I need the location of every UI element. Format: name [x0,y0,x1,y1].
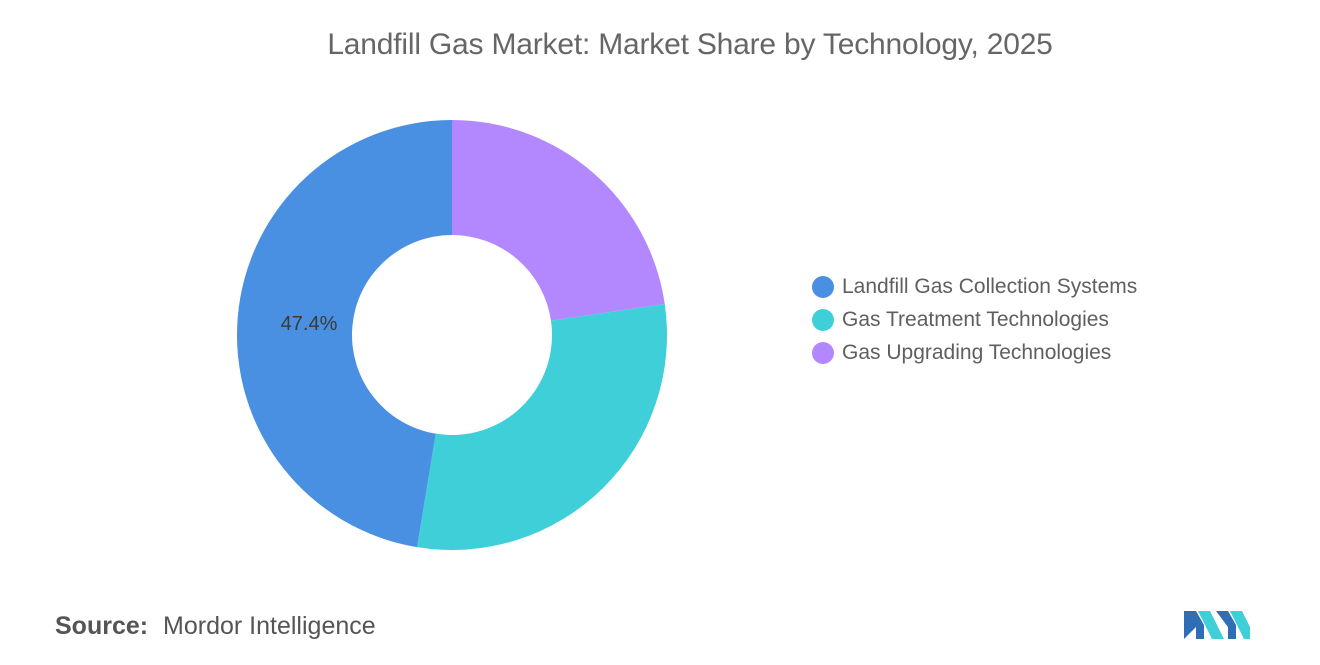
donut-slice [417,304,667,550]
donut-slices [237,120,667,550]
mordor-intelligence-logo-icon [1184,611,1250,639]
legend-swatch [812,341,834,364]
chart-legend: Landfill Gas Collection Systems Gas Trea… [812,270,1137,369]
legend-label: Gas Treatment Technologies [842,307,1109,331]
slice-labels: 47.4% [281,313,338,335]
donut-slice [237,120,452,548]
donut-slice [452,120,665,321]
chart-title: Landfill Gas Market: Market Share by Tec… [327,28,1053,61]
source-label: Source: [55,612,149,640]
legend-label: Landfill Gas Collection Systems [842,274,1138,298]
legend-swatch [812,275,834,298]
legend-label: Gas Upgrading Technologies [842,340,1112,364]
slice-value-label: 47.4% [281,313,338,335]
legend-swatch [812,308,834,331]
legend-item: Landfill Gas Collection Systems [812,270,1137,303]
source-note: Source: Mordor Intelligence [55,612,376,641]
legend-item: Gas Upgrading Technologies [812,336,1137,369]
legend-item: Gas Treatment Technologies [812,303,1137,336]
source-value: Mordor Intelligence [163,612,376,640]
